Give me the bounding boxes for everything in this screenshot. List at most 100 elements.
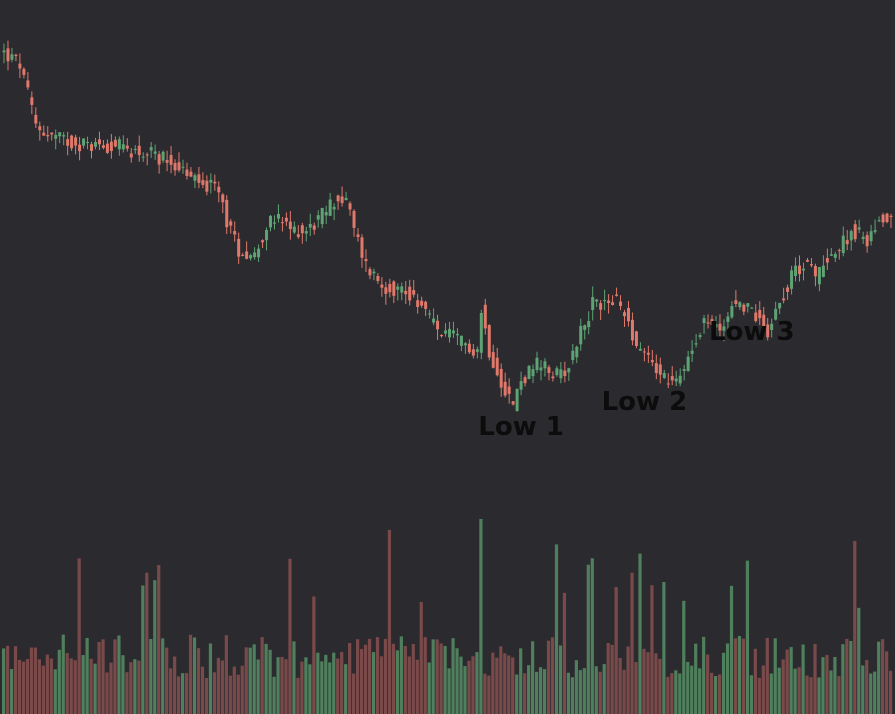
candle-body	[519, 381, 523, 390]
volume-bar	[81, 655, 85, 714]
candle-body	[209, 179, 213, 183]
volume-bar	[212, 672, 217, 714]
volume-bar	[713, 675, 718, 714]
volume-bar	[61, 634, 65, 714]
candle-body	[253, 252, 257, 258]
volume-bar	[260, 637, 264, 714]
volume-bar	[865, 660, 869, 714]
volume-bar	[725, 643, 730, 714]
candle-body	[742, 304, 746, 312]
volume-bar	[869, 673, 873, 714]
volume-bar	[89, 658, 93, 714]
candle-body	[328, 199, 332, 216]
candle-body	[722, 326, 726, 331]
volume-bar	[367, 638, 372, 714]
candle-body	[34, 114, 38, 124]
candle-body	[161, 151, 165, 161]
candle-body	[583, 325, 587, 330]
candle-body	[173, 163, 177, 171]
candle-body	[62, 135, 66, 137]
volume-bar	[674, 670, 678, 714]
volume-bar	[137, 660, 141, 714]
candle-body	[245, 251, 249, 259]
candle-body	[650, 360, 654, 363]
volume-bar	[220, 660, 224, 714]
candle-body	[181, 166, 185, 168]
candle-body	[869, 231, 873, 242]
candle-body	[587, 321, 591, 328]
candle-body	[579, 325, 583, 345]
volume-bar	[415, 659, 419, 714]
candle-body	[320, 207, 324, 225]
volume-bar	[117, 635, 121, 714]
volume-bar	[773, 638, 777, 714]
candle-body	[121, 144, 125, 150]
volume-bar	[658, 658, 662, 714]
volume-bar	[845, 638, 849, 714]
candle-body	[833, 254, 837, 258]
candle-body	[348, 203, 352, 210]
candle-body	[623, 312, 627, 317]
volume-bar	[729, 585, 734, 714]
candle-body	[276, 213, 280, 219]
candle-body	[738, 302, 742, 308]
volume-bar	[507, 655, 511, 714]
candle-body	[105, 143, 109, 153]
volume-bar	[324, 654, 328, 714]
volume-bar	[232, 666, 236, 714]
volume-bar	[479, 518, 483, 714]
volume-bar	[443, 645, 447, 714]
candle-body	[754, 312, 758, 322]
candle-body	[201, 180, 205, 185]
candle-body	[531, 369, 535, 377]
annotation-low-3: Low 3	[709, 317, 795, 347]
volume-bar	[542, 669, 547, 714]
volume-bar	[531, 641, 535, 714]
volume-bar	[889, 670, 893, 714]
volume-bar	[336, 658, 340, 714]
candle-body	[241, 254, 245, 256]
volume-bar	[710, 672, 714, 714]
volume-bar	[825, 654, 829, 714]
candle-body	[499, 368, 503, 388]
candle-body	[658, 364, 662, 375]
candle-body	[292, 226, 296, 233]
candle-body	[774, 308, 778, 320]
candle-body	[296, 234, 300, 237]
annotation-low-1: Low 1	[478, 412, 564, 442]
candle-body	[193, 175, 197, 181]
candle-body	[189, 171, 193, 177]
candle-body	[698, 335, 702, 337]
candle-body	[280, 222, 284, 224]
candle-body	[133, 148, 137, 150]
volume-bar	[320, 661, 324, 714]
volume-bar	[312, 596, 316, 714]
volume-bar	[228, 675, 232, 714]
candle-body	[805, 259, 809, 262]
volume-bar	[208, 643, 213, 714]
annotation-low-2: Low 2	[602, 387, 688, 417]
volume-bar	[745, 560, 750, 714]
volume-bar	[769, 673, 773, 714]
price-candles	[2, 40, 893, 412]
volume-bar	[801, 644, 805, 714]
volume-bar	[356, 639, 360, 714]
volume-bar	[702, 636, 706, 714]
volume-bar	[65, 653, 69, 714]
volume-bar	[877, 641, 881, 714]
candle-body	[93, 142, 97, 147]
volume-bar	[37, 659, 41, 714]
volume-bar	[733, 638, 738, 714]
volume-bar	[463, 666, 467, 714]
volume-bar	[161, 638, 165, 714]
candle-body	[364, 259, 368, 262]
volume-bar	[216, 657, 220, 714]
volume-bar	[53, 669, 57, 714]
volume-bar	[379, 656, 384, 714]
candle-body	[284, 217, 288, 222]
volume-bar	[403, 646, 407, 714]
candle-body	[416, 300, 420, 307]
candle-body	[813, 266, 817, 277]
candle-body	[467, 343, 471, 353]
candle-body	[654, 363, 658, 374]
